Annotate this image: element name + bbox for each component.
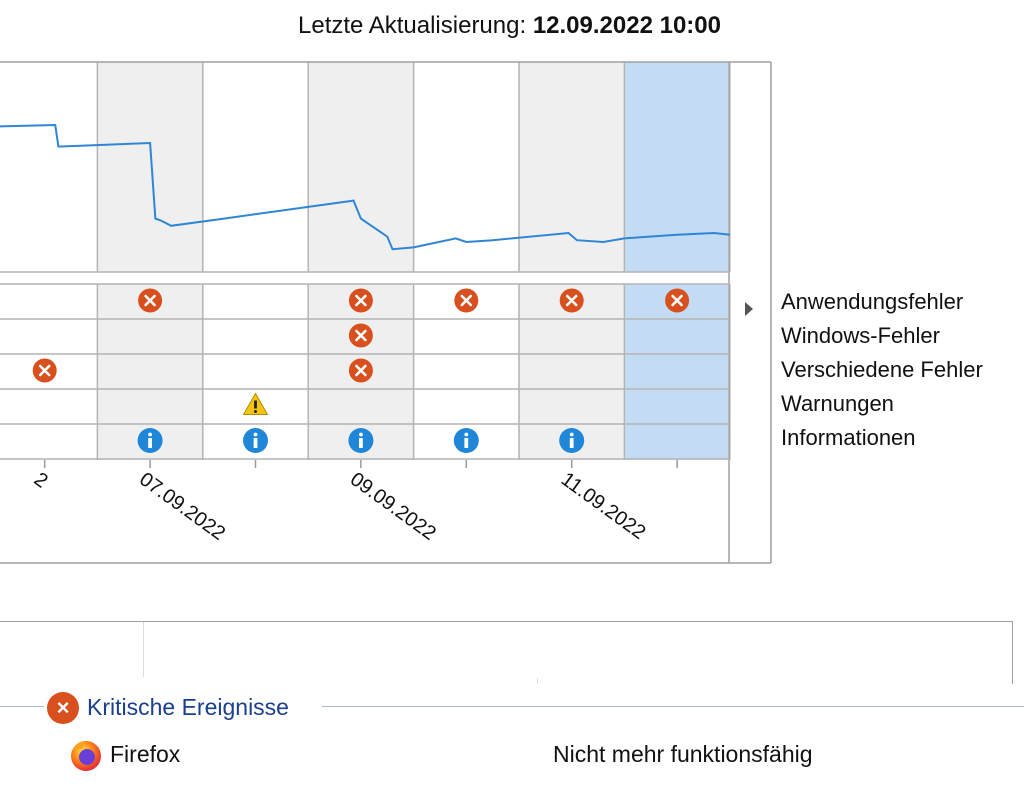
last-update: Letzte Aktualisierung: 12.09.2022 10:00 bbox=[298, 12, 721, 40]
info-icon[interactable] bbox=[453, 428, 479, 453]
expand-arrow-icon[interactable] bbox=[745, 302, 753, 316]
reliability-chart[interactable]: 2 07.09.2022 09.09.2022 11.09.2022 bbox=[0, 60, 773, 564]
info-icon[interactable] bbox=[243, 428, 268, 453]
legend-application-errors: Anwendungsfehler bbox=[781, 289, 964, 314]
section-rule-right bbox=[322, 706, 1024, 707]
reliability-chart-svg[interactable]: 2 07.09.2022 09.09.2022 11.09.2022 bbox=[0, 60, 773, 564]
selected-day-column[interactable] bbox=[624, 284, 728, 460]
error-icon[interactable] bbox=[138, 288, 163, 313]
error-icon[interactable] bbox=[454, 288, 479, 313]
error-icon[interactable] bbox=[348, 358, 373, 383]
day-column-shade[interactable] bbox=[308, 62, 414, 272]
event-status: Nicht mehr funktionsfähig bbox=[553, 741, 813, 767]
info-icon[interactable] bbox=[137, 428, 163, 453]
x-axis-date-label: 2 bbox=[30, 468, 52, 492]
x-axis-date-label: 11.09.2022 bbox=[557, 468, 650, 544]
section-rule-left bbox=[0, 706, 44, 707]
error-icon[interactable] bbox=[665, 288, 690, 313]
error-icon[interactable] bbox=[348, 288, 373, 313]
x-axis-date-label: 07.09.2022 bbox=[135, 468, 229, 545]
warning-icon[interactable] bbox=[242, 392, 269, 415]
error-icon[interactable] bbox=[348, 323, 373, 348]
info-icon[interactable] bbox=[348, 428, 374, 453]
last-update-value: 12.09.2022 10:00 bbox=[532, 12, 721, 39]
details-divider-tick bbox=[537, 678, 538, 684]
legend-windows-errors: Windows-Fehler bbox=[781, 323, 940, 348]
legend-misc-errors: Verschiedene Fehler bbox=[781, 357, 983, 382]
firefox-icon bbox=[71, 741, 101, 771]
details-panel bbox=[0, 621, 1013, 684]
error-icon: × bbox=[47, 692, 79, 724]
stability-index-line bbox=[0, 123, 730, 251]
details-divider bbox=[143, 622, 144, 677]
event-app-name[interactable]: Firefox bbox=[110, 741, 181, 767]
error-icon[interactable] bbox=[32, 358, 57, 383]
error-icon[interactable] bbox=[559, 288, 584, 313]
x-axis-date-label: 09.09.2022 bbox=[346, 468, 440, 545]
selected-day-column[interactable] bbox=[624, 62, 728, 272]
legend-warnings: Warnungen bbox=[781, 391, 894, 416]
last-update-label: Letzte Aktualisierung: bbox=[298, 12, 527, 39]
section-title-critical-events[interactable]: Kritische Ereignisse bbox=[87, 694, 289, 720]
day-column-shade[interactable] bbox=[97, 62, 203, 272]
info-icon[interactable] bbox=[559, 428, 585, 453]
legend-informations: Informationen bbox=[781, 425, 916, 450]
